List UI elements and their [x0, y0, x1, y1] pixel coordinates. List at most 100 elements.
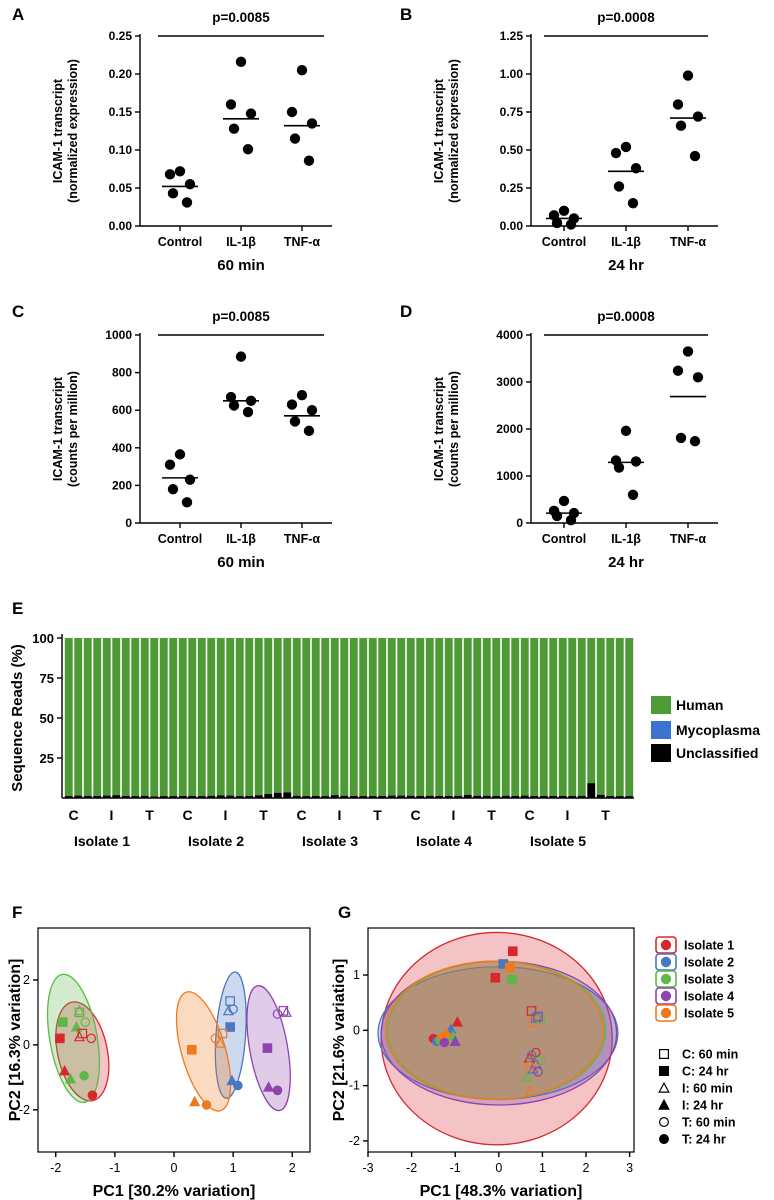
- panel-e-bar-label: I: [338, 807, 342, 823]
- panel-e-bar-human: [178, 638, 187, 796]
- panel-d-y-label-line2: (counts per million): [447, 371, 461, 487]
- panel-e-y-tick-label: 100: [32, 631, 54, 646]
- panel-e-bar-label: T: [601, 807, 610, 823]
- panel-e-bar-human: [492, 638, 501, 796]
- panel-d-data-point: [630, 456, 642, 467]
- panel-d-letter: D: [400, 302, 412, 321]
- panel-d-data-point: [627, 489, 639, 500]
- panel-e-bar-unclassified: [169, 796, 178, 798]
- panel-e-bar-unclassified: [615, 796, 624, 798]
- panel-g-ellipse-isolate-5: [384, 960, 605, 1101]
- panel-b-data-point: [558, 205, 570, 216]
- panel-b-x-tick-label: Control: [542, 235, 586, 249]
- panel-a-data-point: [286, 106, 298, 118]
- panel-e-group-label: Isolate 5: [530, 833, 586, 849]
- panel-a-data-point: [181, 197, 193, 208]
- panel-a-data-point: [225, 99, 237, 110]
- panel-g-data-point: [504, 963, 515, 973]
- panel-e-bar-unclassified: [568, 795, 577, 798]
- panel-e-bar-human: [482, 638, 491, 796]
- panel-e-bar-unclassified: [416, 795, 425, 798]
- panel-e-bar-human: [131, 638, 140, 797]
- panel-f-x-tick-label: 2: [289, 1161, 296, 1175]
- panel-e-bar-human: [330, 638, 339, 796]
- panel-e-y-tick-label: 75: [40, 671, 54, 686]
- panel-f-data-point: [280, 1006, 292, 1017]
- panel-e-bar-human: [511, 638, 520, 796]
- panel-e-bar-unclassified: [463, 794, 472, 798]
- panel-c-data-point: [184, 474, 196, 485]
- panel-g-legend-swatch-frame: [655, 987, 677, 1005]
- panel-b-data-point: [682, 70, 694, 81]
- panel-g-legend-shape-marker: [658, 1065, 669, 1076]
- panel-e-bar-human: [359, 638, 368, 797]
- panel-f-data-point: [272, 1009, 283, 1019]
- panel-e-group-label: Isolate 2: [188, 833, 244, 849]
- panel-e-bar-unclassified: [406, 795, 415, 798]
- panel-e-bar-unclassified: [473, 795, 482, 798]
- panel-e-bar-human: [349, 638, 358, 796]
- panel-f-data-point: [214, 1037, 226, 1048]
- panel-e-bar-unclassified: [311, 795, 320, 798]
- panel-e-bar-human: [625, 638, 634, 797]
- panel-c-y-tick-label: 400: [112, 441, 132, 455]
- panel-d-x-tick-label: Control: [542, 532, 586, 546]
- panel-e-bar-unclassified: [216, 795, 225, 798]
- panel-b-data-point: [627, 197, 639, 209]
- panel-c-x-label: 60 min: [217, 554, 265, 571]
- panel-e-bar-unclassified: [549, 795, 558, 798]
- panel-g-legend-isolate-label: Isolate 1: [684, 939, 734, 953]
- panel-d-y-tick-label: 0: [516, 516, 523, 530]
- panel-f-data-point: [79, 1070, 89, 1081]
- panel-a-data-point: [164, 169, 176, 180]
- panel-e-bar-unclassified: [520, 795, 529, 798]
- panel-e-bar-human: [568, 638, 577, 796]
- panel-g-legend-swatch-dot: [660, 990, 672, 1002]
- panel-e-bar-human: [226, 638, 235, 796]
- panel-d-y-tick-label: 4000: [496, 328, 523, 342]
- panel-a-y-tick-label: 0.15: [109, 105, 133, 119]
- panel-g-letter: G: [338, 903, 351, 922]
- panel-g-data-point: [530, 1057, 542, 1069]
- panel-e-bar-human: [188, 638, 197, 796]
- panel-f-data-point: [233, 1080, 243, 1091]
- panel-e-bar-label: C: [296, 807, 306, 823]
- panel-f-data-point: [272, 1085, 283, 1096]
- panel-b-data-point: [613, 181, 625, 192]
- panel-d-y-tick-label: 1000: [496, 469, 523, 483]
- panel-e-bar-human: [216, 638, 225, 796]
- panel-e-bar-human: [254, 638, 263, 796]
- panel-g-legend-swatch-dot: [660, 939, 672, 951]
- panel-b-data-point: [692, 111, 704, 122]
- panel-c-data-point: [164, 459, 176, 470]
- panel-b-x-tick-label: TNF-α: [670, 235, 706, 249]
- panel-a-data-point: [235, 56, 247, 68]
- panel-e-bar-human: [549, 638, 558, 796]
- panel-e-bar-unclassified: [254, 795, 263, 798]
- legend-human-swatch: [651, 696, 671, 714]
- panel-e-bar-human: [83, 638, 92, 796]
- panel-f-data-point: [228, 1004, 238, 1014]
- panel-b-letter: B: [400, 5, 412, 24]
- panel-e-bar-unclassified: [74, 795, 83, 798]
- panel-e-bar-human: [416, 638, 425, 796]
- panel-e-bar-human: [283, 638, 292, 793]
- panel-g-y-tick-label: 0: [353, 1023, 360, 1037]
- panel-c-y-label-line1: ICAM-1 transcript: [51, 376, 65, 481]
- panel-g-legend-shape-marker: [658, 1048, 669, 1059]
- panel-e-group-label: Isolate 4: [416, 833, 472, 849]
- panel-b-data-point: [672, 99, 684, 110]
- panel-a-data-point: [228, 123, 240, 134]
- panel-c-data-point: [306, 405, 318, 416]
- panel-f-x-tick-label: 1: [230, 1161, 237, 1175]
- panel-e-bar-unclassified: [387, 795, 396, 798]
- panel-f-ellipse-isolate-3: [46, 973, 101, 1104]
- panel-e-bar-human: [64, 638, 73, 797]
- panel-a-y-label-line1: ICAM-1 transcript: [51, 78, 65, 183]
- panel-a-data-point: [242, 144, 254, 155]
- panel-e-bar-unclassified: [159, 796, 168, 798]
- panel-f-data-point: [73, 1030, 86, 1042]
- panel-b-x-label: 24 hr: [608, 257, 644, 274]
- panel-e-bar-label: T: [259, 807, 268, 823]
- panel-c-data-point: [167, 483, 179, 495]
